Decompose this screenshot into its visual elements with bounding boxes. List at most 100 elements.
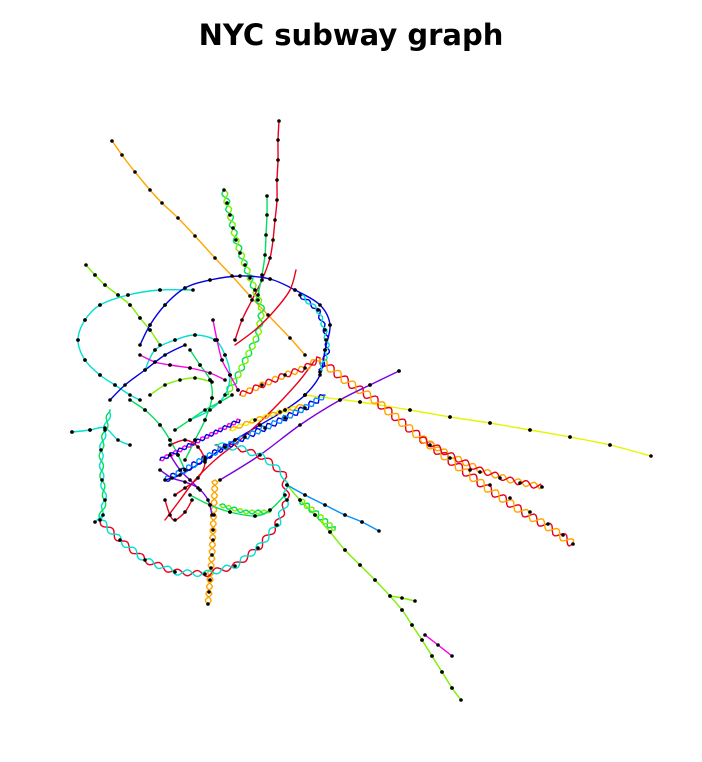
station-node-26 [265,194,269,198]
station-node-24 [240,318,244,322]
edge-46 [169,454,201,491]
station-node-179 [188,348,192,352]
station-node-29 [263,253,267,257]
station-node-96 [377,529,381,533]
station-node-333 [568,435,572,439]
station-node-260 [258,423,262,427]
station-node-14 [277,119,281,123]
station-node-269 [93,273,97,277]
station-node-264 [100,478,104,482]
station-node-262 [103,428,107,432]
station-node-321 [430,654,434,658]
station-node-125 [143,558,147,562]
station-node-337 [397,369,401,373]
station-node-326 [343,513,347,517]
station-node-27 [265,213,269,217]
station-node-332 [528,428,532,432]
station-node-324 [303,493,307,497]
edge-6 [304,394,652,457]
station-node-132 [93,520,97,524]
station-node-100 [209,566,213,570]
station-node-36 [234,238,238,242]
station-node-307 [260,383,264,387]
station-node-126 [173,570,177,574]
station-node-292 [253,514,257,518]
edge-43 [219,503,271,515]
station-node-284 [203,418,207,422]
station-node-323 [450,686,454,690]
station-node-258 [303,393,307,397]
station-node-124 [118,538,122,542]
station-node-281 [198,363,202,367]
station-node-254 [163,303,167,307]
station-node-129 [256,546,260,550]
station-node-60 [478,470,482,474]
station-node-53 [468,468,472,472]
station-node-301 [203,456,207,460]
edge-29 [109,344,186,401]
station-node-22 [260,278,264,282]
station-node-234 [193,376,197,380]
station-node-169 [143,368,147,372]
station-node-99 [208,578,212,582]
station-node-242 [126,293,130,297]
station-node-207 [208,371,212,375]
station-node-295 [220,358,224,362]
station-node-102 [211,538,215,542]
station-node-228 [203,408,207,412]
station-node-315 [343,548,347,552]
station-node-32 [222,188,226,192]
station-node-255 [148,323,152,327]
station-node-310 [253,418,257,422]
station-node-312 [298,498,302,502]
station-node-290 [208,503,212,507]
station-node-217 [196,476,200,480]
station-node-57 [546,522,550,526]
station-node-112 [158,343,162,347]
station-node-303 [243,435,247,439]
station-node-246 [83,358,87,362]
station-node-51 [428,443,432,447]
edge-20 [85,264,161,346]
station-node-218 [183,486,187,490]
station-node-304 [263,426,267,430]
station-node-331 [488,421,492,425]
station-node-19 [273,218,277,222]
edge-35 [239,356,321,396]
station-node-225 [210,513,214,517]
station-node-15 [276,138,280,142]
station-node-279 [223,353,227,357]
station-node-62 [518,481,522,485]
station-node-11 [266,313,270,317]
station-node-163 [298,293,302,297]
station-node-84 [459,698,463,702]
station-node-313 [313,513,317,517]
station-node-186 [128,398,132,402]
station-node-316 [358,563,362,567]
station-node-28 [264,233,268,237]
station-node-244 [83,318,87,322]
station-node-309 [303,366,307,370]
station-node-161 [163,353,167,357]
station-node-230 [230,393,234,397]
station-node-131 [285,498,289,502]
station-node-38 [243,263,247,267]
station-node-267 [70,430,74,434]
edge-13 [299,499,336,531]
station-node-299 [188,366,192,370]
edge-50 [159,419,241,461]
station-node-237 [168,513,172,517]
station-node-320 [420,638,424,642]
station-node-280 [228,373,232,377]
station-node-55 [508,496,512,500]
station-node-33 [225,201,229,205]
station-node-214 [183,438,187,442]
station-node-261 [233,438,237,442]
station-node-276 [173,338,177,342]
station-node-287 [158,423,162,427]
station-node-221 [170,476,174,480]
station-node-232 [163,383,167,387]
station-node-203 [138,353,142,357]
station-node-275 [153,348,157,352]
